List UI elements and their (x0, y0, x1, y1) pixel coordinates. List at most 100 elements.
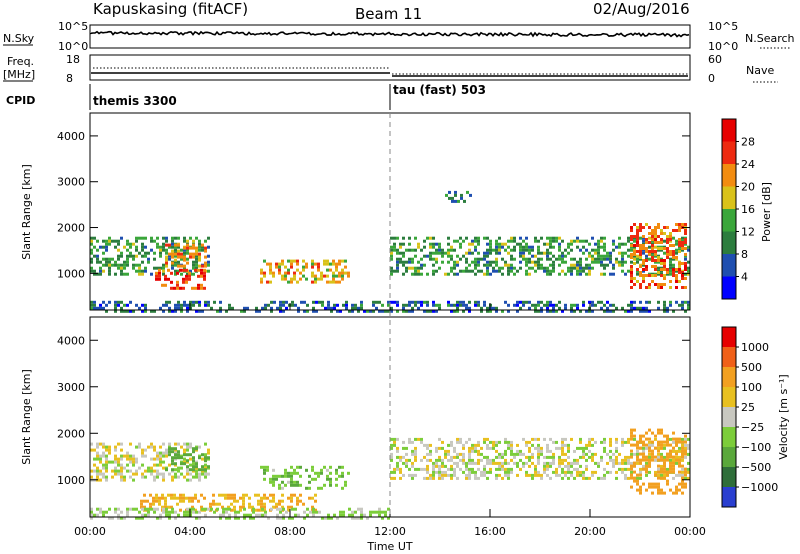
echo-cell (429, 242, 432, 246)
echo-cell (414, 467, 417, 471)
echo-cell (474, 473, 477, 477)
echo-cell (630, 437, 633, 441)
echo-cell (126, 513, 129, 517)
echo-cell (117, 507, 120, 511)
echo-cell (663, 491, 666, 495)
echo-cell (123, 516, 126, 520)
echo-cell (405, 269, 408, 273)
echo-cell (654, 455, 657, 459)
echo-cell (153, 239, 156, 243)
echo-cell (329, 471, 332, 475)
echo-cell (234, 510, 237, 514)
echo-cell (549, 449, 552, 453)
echo-cell (468, 458, 471, 462)
echo-cell (171, 261, 174, 265)
echo-cell (99, 457, 102, 461)
echo-cell (156, 236, 159, 240)
echo-cell (639, 274, 642, 277)
echo-cell (615, 245, 618, 249)
echo-cell (657, 482, 660, 486)
echo-cell (654, 434, 657, 438)
echo-cell (576, 269, 579, 273)
echo-cell (429, 254, 432, 258)
echo-cell (335, 262, 338, 266)
echo-cell (663, 268, 666, 271)
echo-cell (168, 309, 171, 313)
echo-cell (654, 260, 657, 264)
echo-cell (161, 493, 164, 497)
echo-cell (441, 464, 444, 468)
echo-cell (174, 303, 177, 307)
echo-cell (111, 263, 114, 267)
echo-cell (549, 303, 552, 307)
echo-cell (687, 245, 690, 249)
echo-cell (381, 309, 384, 313)
echo-cell (567, 266, 570, 270)
echo-cell (266, 465, 269, 469)
echo-cell (182, 499, 185, 503)
echo-cell (326, 474, 329, 478)
echo-cell (639, 229, 642, 232)
echo-cell (462, 269, 465, 273)
echo-cell (305, 468, 308, 472)
echo-cell (495, 461, 498, 465)
echo-cell (639, 271, 642, 274)
echo-cell (144, 469, 147, 473)
echo-cell (299, 493, 302, 497)
echo-cell (447, 242, 450, 246)
echo-cell (99, 472, 102, 476)
echo-cell (489, 467, 492, 471)
echo-cell (567, 245, 570, 249)
echo-cell (260, 505, 263, 509)
echo-cell (290, 474, 293, 478)
echo-cell (360, 300, 363, 304)
echo-cell (582, 473, 585, 477)
echo-cell (453, 263, 456, 267)
echo-cell (669, 280, 672, 283)
echo-cell (396, 437, 399, 441)
echo-cell (579, 239, 582, 243)
echo-cell (162, 266, 165, 270)
echo-cell (108, 260, 111, 264)
echo-cell (483, 467, 486, 471)
echo-cell (123, 466, 126, 470)
echo-cell (642, 452, 645, 456)
echo-cell (290, 265, 293, 269)
echo-cell (474, 236, 477, 240)
echo-cell (504, 248, 507, 252)
echo-cell (675, 277, 678, 280)
echo-cell (543, 303, 546, 307)
echo-cell (672, 244, 675, 247)
echo-cell (561, 254, 564, 258)
echo-cell (678, 449, 681, 453)
echo-cell (117, 513, 120, 517)
echo-cell (198, 309, 201, 313)
echo-cell (591, 458, 594, 462)
echo-cell (275, 477, 278, 481)
echo-cell (126, 242, 129, 246)
echo-cell (669, 263, 672, 267)
echo-cell (678, 458, 681, 462)
echo-cell (287, 471, 290, 475)
echo-cell (320, 274, 323, 278)
echo-cell (162, 272, 165, 276)
echo-cell (675, 455, 678, 459)
echo-cell (618, 245, 621, 249)
echo-cell (603, 272, 606, 276)
echo-cell (332, 259, 335, 263)
echo-cell (636, 479, 639, 483)
echo-cell (438, 467, 441, 471)
echo-cell (341, 271, 344, 275)
echo-cell (147, 469, 150, 473)
echo-cell (426, 467, 429, 471)
echo-cell (200, 271, 203, 275)
echo-cell (675, 461, 678, 465)
echo-cell (675, 280, 678, 283)
echo-cell (158, 271, 161, 275)
echo-cell (338, 271, 341, 275)
echo-cell (218, 493, 221, 497)
echo-cell (390, 266, 393, 270)
echo-cell (140, 499, 143, 503)
echo-cell (215, 502, 218, 506)
echo-cell (543, 437, 546, 441)
